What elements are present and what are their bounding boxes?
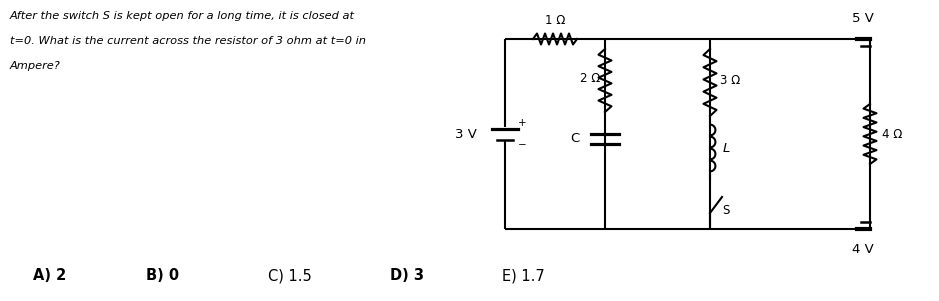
Text: 5 V: 5 V bbox=[852, 12, 874, 25]
Text: B) 0: B) 0 bbox=[146, 268, 178, 284]
Text: A) 2: A) 2 bbox=[33, 268, 66, 284]
Text: D) 3: D) 3 bbox=[390, 268, 423, 284]
Text: 3 V: 3 V bbox=[455, 128, 477, 141]
Text: E) 1.7: E) 1.7 bbox=[502, 268, 546, 284]
Text: 4 Ω: 4 Ω bbox=[882, 128, 902, 141]
Text: C) 1.5: C) 1.5 bbox=[268, 268, 312, 284]
Text: L: L bbox=[723, 141, 731, 154]
Text: −: − bbox=[517, 140, 527, 150]
Text: t=0. What is the current across the resistor of 3 ohm at t=0 in: t=0. What is the current across the resi… bbox=[10, 36, 366, 46]
Text: S: S bbox=[722, 204, 730, 218]
Text: 2 Ω: 2 Ω bbox=[579, 72, 600, 85]
Text: +: + bbox=[517, 118, 527, 128]
Text: Ampere?: Ampere? bbox=[10, 61, 61, 71]
Text: 1 Ω: 1 Ω bbox=[545, 14, 565, 27]
Text: C: C bbox=[571, 132, 580, 145]
Text: After the switch S is kept open for a long time, it is closed at: After the switch S is kept open for a lo… bbox=[10, 11, 355, 21]
Text: 3 Ω: 3 Ω bbox=[720, 74, 740, 87]
Text: 4 V: 4 V bbox=[852, 243, 874, 256]
